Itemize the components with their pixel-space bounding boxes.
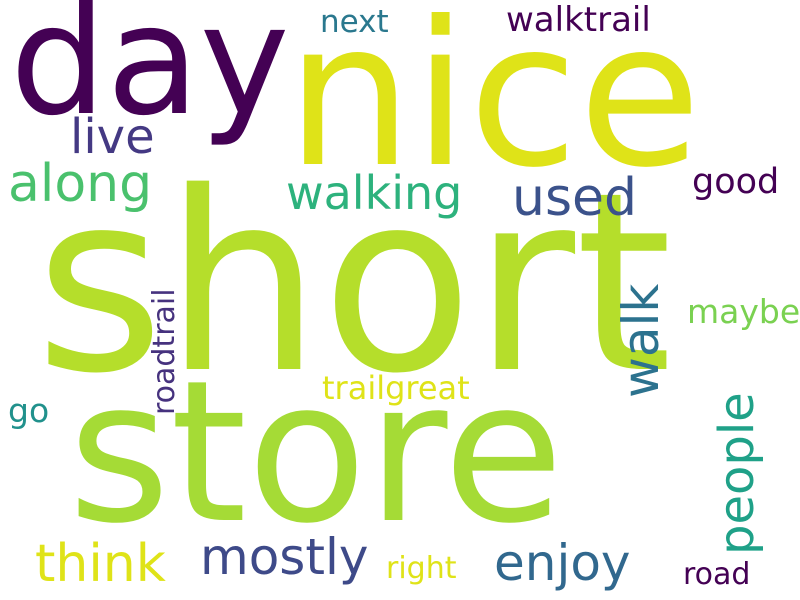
word-short: short (35, 140, 673, 428)
word-road: road (683, 557, 751, 592)
word-roadtrail: roadtrail (147, 288, 182, 415)
word-good: good (692, 162, 780, 202)
word-walking: walking (286, 166, 463, 220)
word-along: along (8, 154, 153, 214)
word-next: next (320, 4, 389, 40)
word-maybe: maybe (687, 292, 800, 331)
word-go: go (8, 391, 50, 430)
word-live: live (70, 109, 155, 165)
word-nice: nice (286, 0, 702, 212)
word-mostly: mostly (200, 528, 369, 586)
word-walktrail: walktrail (506, 0, 651, 40)
word-day: day (10, 0, 290, 149)
word-people: people (709, 392, 765, 555)
word-store: store (68, 339, 564, 567)
word-walk: walk (612, 283, 670, 398)
word-used: used (512, 168, 638, 228)
word-trailgreat: trailgreat (322, 369, 470, 407)
word-right: right (386, 551, 457, 586)
word-enjoy: enjoy (494, 534, 631, 592)
word-think: think (35, 534, 166, 594)
